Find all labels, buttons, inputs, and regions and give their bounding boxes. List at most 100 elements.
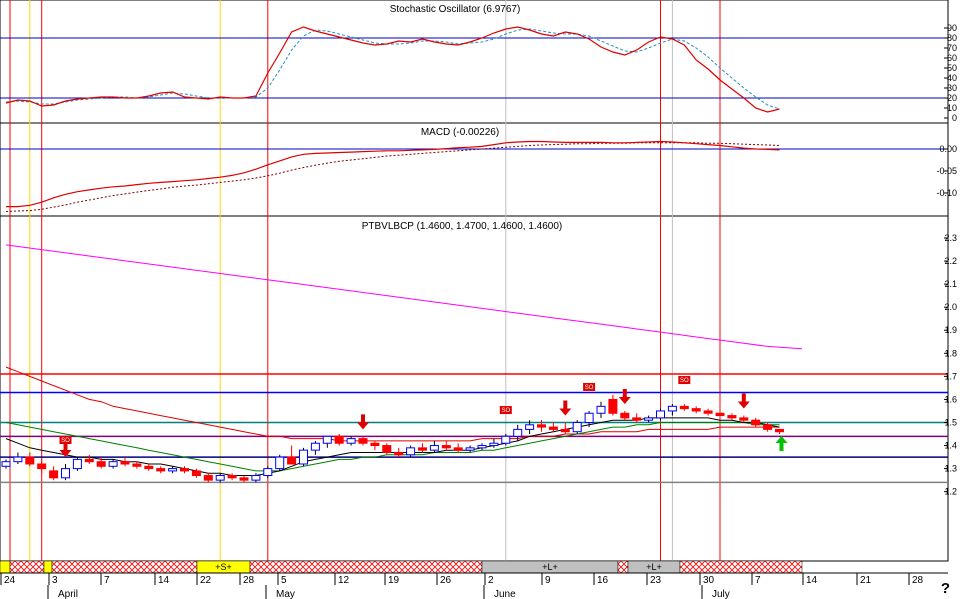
candle-body	[322, 435, 332, 444]
price-tick-label: 1.3	[944, 464, 957, 474]
day-tick-label: 23	[650, 575, 662, 586]
candle-11	[132, 461, 142, 469]
candles	[1, 394, 784, 483]
stoch-tick-label: 50	[947, 63, 957, 73]
price-tick-label: 2.1	[944, 279, 957, 289]
band-segment-1	[9, 560, 45, 574]
candle-26	[310, 440, 320, 455]
sell-label-box	[499, 406, 512, 415]
price-tick-label: 1.2	[944, 487, 957, 497]
candle-39	[465, 445, 475, 453]
candle-16	[191, 468, 201, 478]
candle-61	[727, 413, 737, 421]
price-tick-label: 1.9	[944, 325, 957, 335]
month-label: July	[712, 589, 730, 599]
candle-34	[406, 445, 416, 458]
candle-45	[537, 420, 546, 432]
candle-24	[287, 445, 297, 465]
candle-body	[370, 442, 380, 447]
candle-body	[429, 445, 439, 451]
price-tick-label: 1.7	[944, 371, 957, 381]
candle-body	[667, 405, 677, 412]
day-tick-label: 19	[388, 575, 400, 586]
candle-21	[251, 473, 261, 483]
macd-panel	[0, 122, 949, 217]
sell-label-text: SO	[501, 408, 510, 414]
candle-body	[441, 445, 451, 449]
candle-54	[644, 415, 654, 423]
day-tick-label: 3	[52, 575, 58, 586]
candle-body	[334, 435, 344, 444]
stoch-tick-label: 70	[947, 43, 957, 53]
candle-body	[203, 475, 213, 481]
sell-label-box	[583, 382, 596, 391]
candle-8	[96, 457, 106, 469]
day-tick-label: 16	[597, 575, 609, 586]
candle-body	[739, 417, 749, 421]
price-tick-label: 2.3	[944, 233, 957, 243]
candle-body	[72, 458, 82, 470]
candle-64	[763, 422, 773, 432]
month-label: April	[58, 589, 78, 599]
candle-15	[180, 466, 189, 474]
macd-tick-label: -0.05	[936, 166, 957, 176]
day-tick-label: 7	[104, 575, 110, 586]
candle-body	[453, 447, 463, 451]
band-segment-2	[43, 560, 53, 574]
candle-53	[632, 413, 642, 423]
candle-17	[203, 473, 213, 483]
band-segment-5	[249, 560, 483, 574]
day-tick-label: 14	[806, 575, 818, 586]
candle-body	[727, 415, 737, 419]
candle-body	[596, 405, 606, 414]
candle-body	[715, 412, 725, 417]
stoch-tick-label: 60	[947, 53, 957, 63]
candle-body	[25, 456, 35, 465]
band-label-2: +L+	[646, 562, 662, 572]
candle-55	[656, 408, 665, 421]
candle-28	[334, 434, 344, 446]
candle-63	[751, 417, 761, 428]
price-tick-label: 1.4	[944, 441, 957, 451]
candle-body	[656, 410, 665, 419]
month-label: June	[494, 589, 516, 599]
candle-body	[263, 468, 273, 477]
candle-body	[310, 442, 320, 451]
day-tick-label: 2	[488, 575, 494, 586]
candle-31	[370, 440, 380, 451]
day-tick-label: 26	[440, 575, 452, 586]
candle-body	[191, 470, 201, 477]
candle-12	[144, 463, 154, 471]
candle-body	[620, 412, 630, 419]
candle-body	[608, 398, 618, 414]
day-tick-label: 7	[755, 575, 761, 586]
candle-body	[156, 468, 166, 472]
candle-9	[108, 459, 118, 469]
candle-body	[584, 412, 594, 423]
candle-62	[739, 415, 749, 423]
candle-44	[525, 420, 535, 435]
candle-body	[489, 442, 499, 447]
stochastic-lines	[0, 26, 948, 113]
stoch-tick-label: 10	[947, 103, 957, 113]
day-tick-label: 22	[200, 575, 212, 586]
candle-59	[703, 408, 713, 416]
price-tick-label: 1.6	[944, 394, 957, 404]
candle-body	[703, 410, 713, 414]
stoch-d-line	[5, 28, 780, 110]
candle-19	[227, 473, 237, 481]
stoch-k-line	[5, 26, 780, 113]
candle-body	[84, 458, 94, 463]
macd-title: MACD (-0.00226)	[421, 127, 499, 138]
candle-body	[418, 447, 427, 451]
help-icon[interactable]: ?	[940, 580, 950, 597]
candle-43	[513, 424, 523, 441]
candle-body	[227, 475, 237, 479]
candle-body	[215, 475, 225, 481]
candle-57	[679, 404, 689, 411]
band-label-1: +L+	[542, 562, 558, 572]
candle-29	[346, 436, 356, 446]
price-title: PTBVLBCP (1.4600, 1.4700, 1.4600, 1.4600…	[362, 221, 563, 232]
